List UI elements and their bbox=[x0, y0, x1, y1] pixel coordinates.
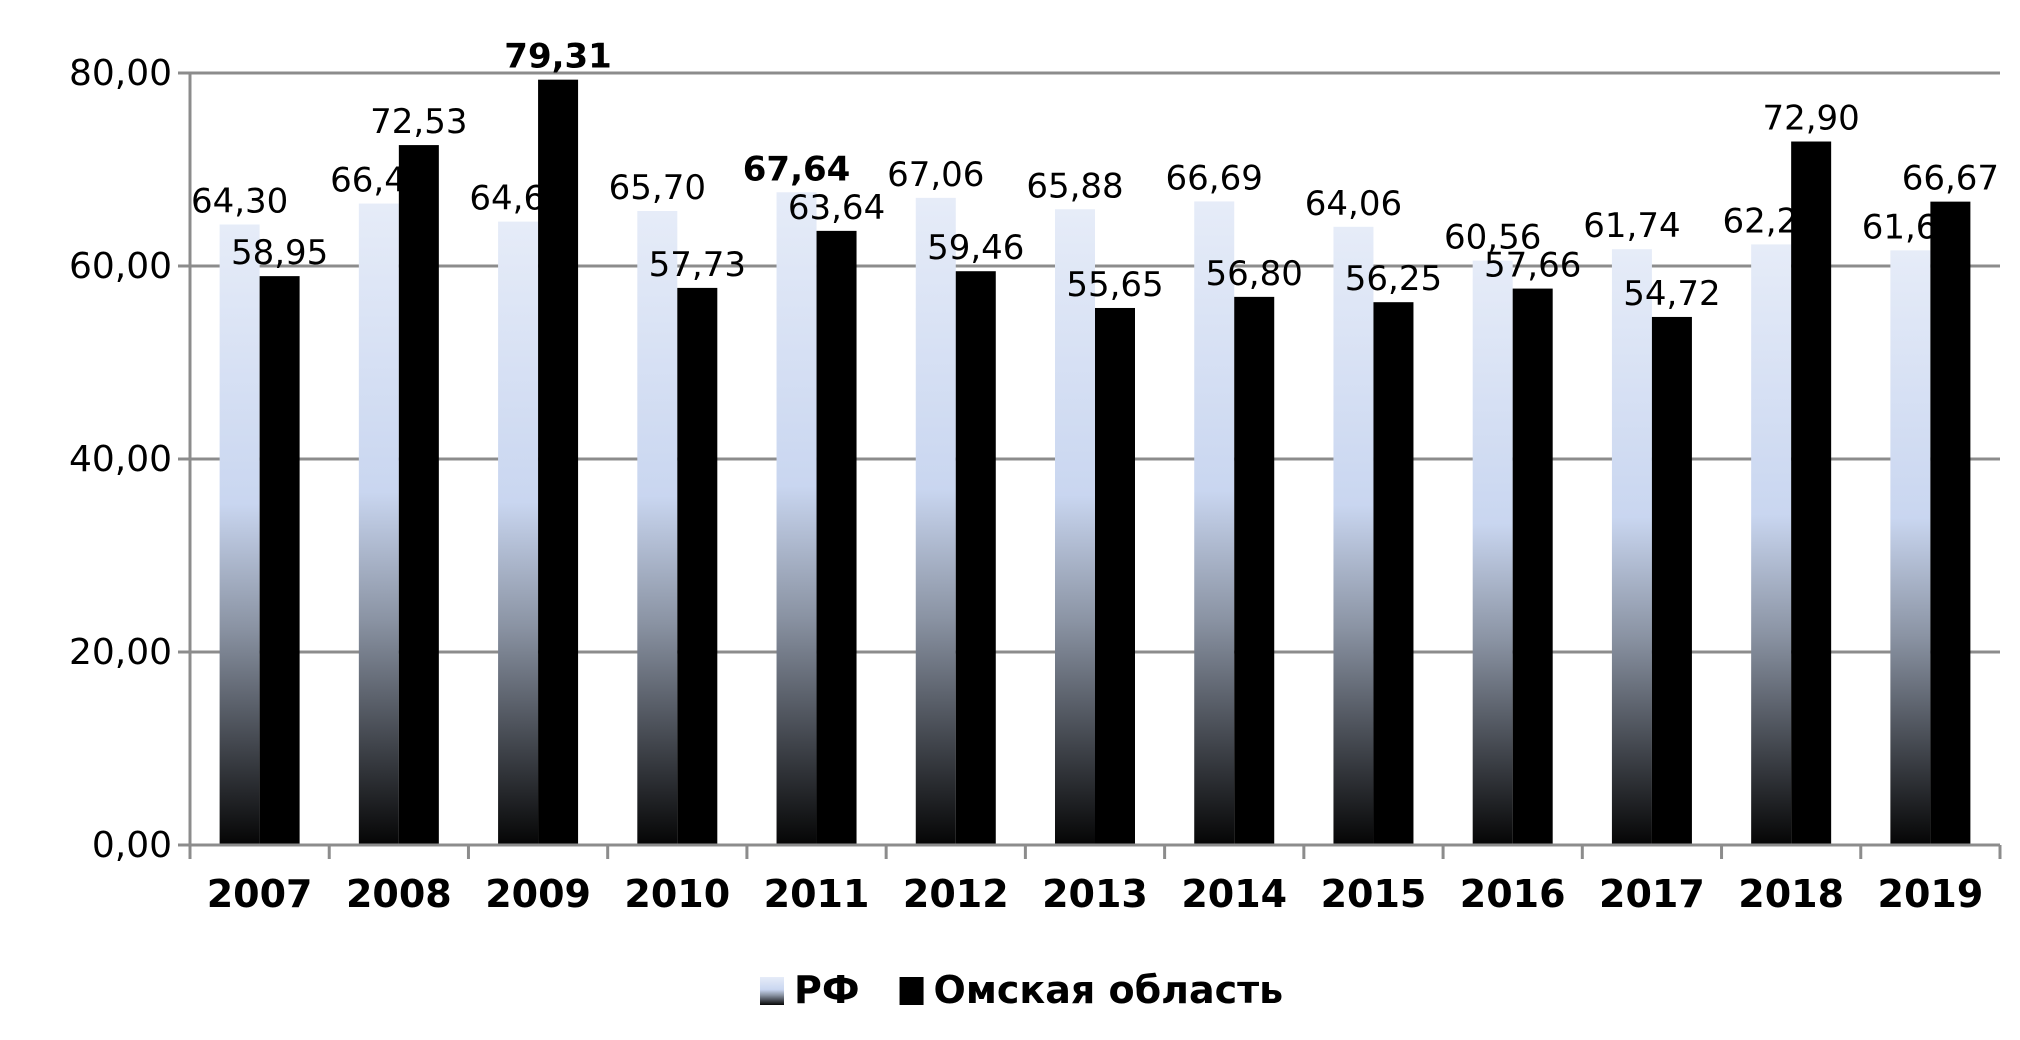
x-tick-label: 2009 bbox=[485, 872, 591, 916]
bar-omsk bbox=[1791, 141, 1832, 845]
x-tick-label: 2010 bbox=[624, 872, 730, 916]
data-label-rf: 61,62 bbox=[1862, 207, 1959, 247]
x-tick-label: 2017 bbox=[1599, 872, 1705, 916]
bar-rf bbox=[1472, 260, 1513, 845]
x-tick-label: 2011 bbox=[764, 872, 870, 916]
x-axis: 2007 2008 2009 2010 2011 2012 2013 2014 2015 2016… bbox=[188, 843, 2002, 916]
data-label-rf: 67,06 bbox=[887, 155, 984, 195]
y-tick-label: 80,00 bbox=[69, 53, 172, 94]
x-tick-label: 2019 bbox=[1878, 872, 1984, 916]
data-label-omsk: 57,66 bbox=[1484, 246, 1581, 286]
x-tick-label: 2012 bbox=[903, 872, 1009, 916]
bar-rf bbox=[1751, 244, 1792, 845]
data-label-rf: 61,74 bbox=[1583, 206, 1680, 246]
data-label-rf: 64,60 bbox=[469, 179, 566, 219]
bar-omsk bbox=[1512, 288, 1553, 845]
data-label-rf: 66,69 bbox=[1166, 158, 1263, 198]
bar-omsk bbox=[538, 79, 579, 845]
x-tick-label: 2016 bbox=[1460, 872, 1566, 916]
bar-rf bbox=[1890, 250, 1931, 845]
bar-omsk bbox=[955, 271, 996, 845]
bar-omsk bbox=[1651, 316, 1692, 845]
y-tick-label: 20,00 bbox=[69, 632, 172, 673]
bar-rf bbox=[1611, 249, 1652, 846]
data-label-omsk: 66,67 bbox=[1902, 159, 1999, 199]
data-label-omsk: 55,65 bbox=[1066, 265, 1163, 305]
y-axis: 0,00 20,00 40,00 60,00 80,00 bbox=[69, 53, 192, 866]
legend-swatch-omsk bbox=[899, 977, 924, 1005]
legend: РФ Омская область bbox=[760, 968, 1283, 1012]
bar-omsk bbox=[1373, 302, 1414, 845]
data-label-omsk: 56,25 bbox=[1345, 259, 1442, 299]
bar-omsk bbox=[398, 145, 439, 845]
data-label-rf: 62,24 bbox=[1722, 201, 1819, 241]
data-label-rf: 60,56 bbox=[1444, 218, 1541, 258]
bar-rf bbox=[1333, 226, 1374, 846]
bar-omsk bbox=[1930, 201, 1971, 845]
x-tick-label: 2018 bbox=[1738, 872, 1844, 916]
y-tick-label: 40,00 bbox=[69, 439, 172, 480]
x-tick-label: 2014 bbox=[1181, 872, 1287, 916]
x-tick-label: 2008 bbox=[346, 872, 452, 916]
data-label-omsk: 72,90 bbox=[1762, 99, 1859, 139]
bar-omsk bbox=[1095, 307, 1135, 845]
bar-rf bbox=[637, 210, 678, 845]
x-tick-label: 2007 bbox=[207, 872, 313, 916]
data-label-rf: 64,06 bbox=[1305, 184, 1402, 224]
y-tick-label: 60,00 bbox=[69, 246, 172, 287]
data-label-rf: 65,88 bbox=[1026, 166, 1123, 206]
bar-omsk bbox=[259, 276, 300, 845]
data-label-omsk: 59,46 bbox=[927, 228, 1024, 268]
data-label-rf: 67,64 bbox=[743, 149, 851, 189]
bar-rf bbox=[1194, 201, 1235, 845]
legend-label-rf: РФ bbox=[794, 968, 860, 1012]
x-tick-label: 2013 bbox=[1042, 872, 1148, 916]
x-tick-label: 2015 bbox=[1321, 872, 1427, 916]
data-label-omsk: 56,80 bbox=[1206, 254, 1303, 294]
data-label-omsk: 58,95 bbox=[231, 233, 328, 273]
legend-swatch-rf bbox=[760, 977, 784, 1005]
data-label-rf: 64,30 bbox=[191, 182, 288, 222]
data-label-omsk: 57,73 bbox=[649, 245, 746, 285]
bar-omsk bbox=[816, 230, 857, 845]
data-label-omsk: 54,72 bbox=[1623, 274, 1720, 314]
data-label-omsk: 79,31 bbox=[504, 37, 612, 77]
bar-omsk bbox=[677, 287, 718, 845]
bars bbox=[219, 79, 1971, 846]
bar-rf bbox=[776, 192, 817, 846]
data-label-omsk: 63,64 bbox=[788, 188, 885, 228]
bar-rf bbox=[358, 203, 399, 845]
data-label-rf: 65,70 bbox=[609, 168, 706, 208]
bar-rf bbox=[1055, 209, 1095, 845]
data-label-omsk: 72,53 bbox=[370, 102, 467, 142]
bar-rf bbox=[915, 197, 956, 846]
bar-omsk bbox=[1234, 296, 1275, 845]
legend-label-omsk: Омская область bbox=[934, 968, 1284, 1012]
data-label-rf: 66,47 bbox=[330, 161, 427, 201]
bar-rf bbox=[219, 224, 260, 845]
y-tick-label: 0,00 bbox=[92, 825, 172, 866]
bar-rf bbox=[498, 221, 539, 846]
